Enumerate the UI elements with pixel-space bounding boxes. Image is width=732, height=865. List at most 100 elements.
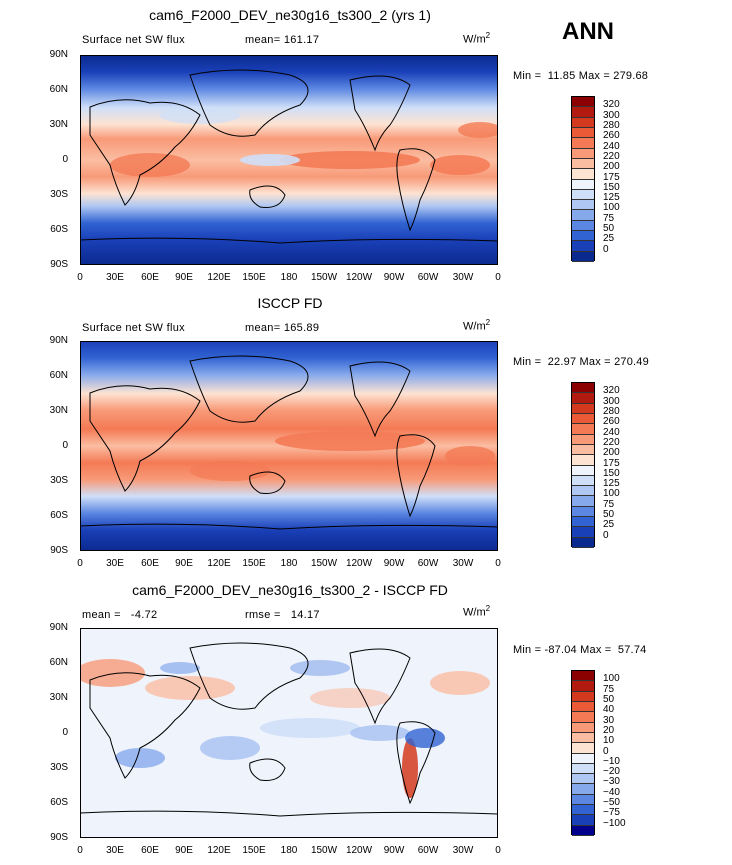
colorbar-level-label: 25 [603, 233, 615, 245]
p2-lon-label: 60E [141, 558, 159, 569]
p1-lat-label: 30S [50, 189, 68, 200]
colorbar-swatch [572, 691, 594, 702]
p2-lon-label: 90E [175, 558, 193, 569]
p1-lon-label: 120E [207, 272, 231, 283]
panel-2-colorbar [571, 382, 595, 548]
p1-lat-label: 90S [50, 259, 68, 270]
p1-lat-label: 30N [49, 119, 68, 130]
p2-lon-label: 90W [383, 558, 405, 569]
p2-lon-label: 0 [495, 558, 501, 569]
colorbar-swatch [572, 712, 594, 723]
colorbar-swatch [572, 743, 594, 754]
colorbar-level-label: 75 [603, 498, 615, 510]
p3-lon-label: 30E [106, 845, 124, 856]
p3-lat-label: 90N [49, 622, 68, 633]
panel-3-unit: W/m2 [463, 604, 491, 619]
colorbar-swatch [572, 413, 594, 425]
colorbar-swatch [572, 517, 594, 528]
colorbar-swatch [572, 753, 594, 764]
colorbar-level-label: 300 [603, 109, 620, 121]
colorbar-level-label: 100 [603, 202, 620, 214]
colorbar-swatch [572, 393, 594, 404]
p1-lat-label: 60S [50, 224, 68, 235]
colorbar-swatch [572, 486, 594, 497]
colorbar-swatch [572, 148, 594, 159]
p2-lon-label: 180 [280, 558, 298, 569]
p2-lon-label: 60W [417, 558, 439, 569]
p1-lon-label: 150E [242, 272, 266, 283]
p1-lat-label: 60N [49, 84, 68, 95]
p3-lon-label: 0 [77, 845, 83, 856]
colorbar-level-label: 0 [603, 529, 609, 541]
colorbar-level-label: 220 [603, 150, 620, 162]
colorbar-swatch [572, 671, 594, 682]
p1-lon-label: 0 [77, 272, 83, 283]
colorbar-level-label: 50 [603, 509, 615, 521]
colorbar-swatch [572, 138, 594, 149]
p1-lon-label: 60W [417, 272, 439, 283]
p1-lat-label: 0 [62, 154, 68, 165]
colorbar-level-label: 240 [603, 426, 620, 438]
colorbar-swatch [572, 200, 594, 211]
p2-lat-label: 90N [49, 335, 68, 346]
colorbar-level-label: 150 [603, 181, 620, 193]
colorbar-level-label: 320 [603, 385, 620, 397]
colorbar-level-label: 75 [603, 212, 615, 224]
panel-2-mean: mean= 165.89 [245, 322, 320, 334]
colorbar-swatch [572, 815, 594, 826]
p3-lat-label: 30S [50, 762, 68, 773]
panel-2-title: ISCCP FD [257, 295, 323, 311]
colorbar-swatch [572, 465, 594, 476]
colorbar-level-label: 10 [603, 735, 615, 747]
p1-lon-label: 30E [106, 272, 124, 283]
colorbar-swatch [572, 383, 594, 394]
panel-1-title: cam6_F2000_DEV_ne30g16_ts300_2 (yrs 1) [149, 7, 431, 23]
p3-lon-label: 150E [242, 845, 266, 856]
p2-lat-label: 60N [49, 370, 68, 381]
p3-lon-label: 60W [417, 845, 439, 856]
colorbar-swatch [572, 444, 594, 456]
colorbar-swatch [572, 403, 594, 414]
panel-1-colorbar [571, 96, 595, 262]
colorbar-level-label: 75 [603, 683, 615, 695]
colorbar-level-label: 260 [603, 416, 620, 428]
colorbar-level-label: 40 [603, 704, 615, 716]
colorbar-level-label: 240 [603, 140, 620, 152]
panel-3-title: cam6_F2000_DEV_ne30g16_ts300_2 - ISCCP F… [132, 582, 448, 598]
colorbar-level-label: 50 [603, 223, 615, 235]
colorbar-swatch [572, 537, 594, 548]
colorbar-swatch [572, 424, 594, 435]
panel-1-map [80, 55, 498, 265]
colorbar-swatch [572, 220, 594, 232]
colorbar-level-label: 0 [603, 745, 609, 757]
p1-lat-label: 90N [49, 49, 68, 60]
colorbar-level-label: −40 [603, 786, 620, 798]
colorbar-swatch [572, 210, 594, 221]
colorbar-level-label: 150 [603, 467, 620, 479]
p2-lon-label: 150E [242, 558, 266, 569]
colorbar-swatch [572, 774, 594, 785]
colorbar-level-label: −20 [603, 766, 620, 778]
p3-lat-label: 90S [50, 832, 68, 843]
p3-lon-label: 60E [141, 845, 159, 856]
colorbar-swatch [572, 825, 594, 836]
colorbar-level-label: 125 [603, 192, 620, 204]
p3-lon-label: 150W [310, 845, 338, 856]
p1-lon-label: 120W [345, 272, 373, 283]
panel-2-unit: W/m2 [463, 318, 491, 333]
p2-lat-label: 30N [49, 405, 68, 416]
colorbar-level-label: 320 [603, 99, 620, 111]
colorbar-swatch [572, 681, 594, 692]
colorbar-swatch [572, 722, 594, 733]
p3-lon-label: 180 [280, 845, 298, 856]
panel-3-colorbar [571, 670, 595, 836]
colorbar-level-label: 0 [603, 243, 609, 255]
panel-3-rmse: rmse = 14.17 [245, 609, 320, 621]
colorbar-swatch [572, 805, 594, 816]
colorbar-swatch [572, 158, 594, 170]
panel-2-minmax: Min = 22.97 Max = 270.49 [513, 356, 649, 368]
colorbar-swatch [572, 527, 594, 538]
colorbar-level-label: 100 [603, 673, 620, 685]
colorbar-level-label: 100 [603, 488, 620, 500]
colorbar-level-label: 260 [603, 130, 620, 142]
